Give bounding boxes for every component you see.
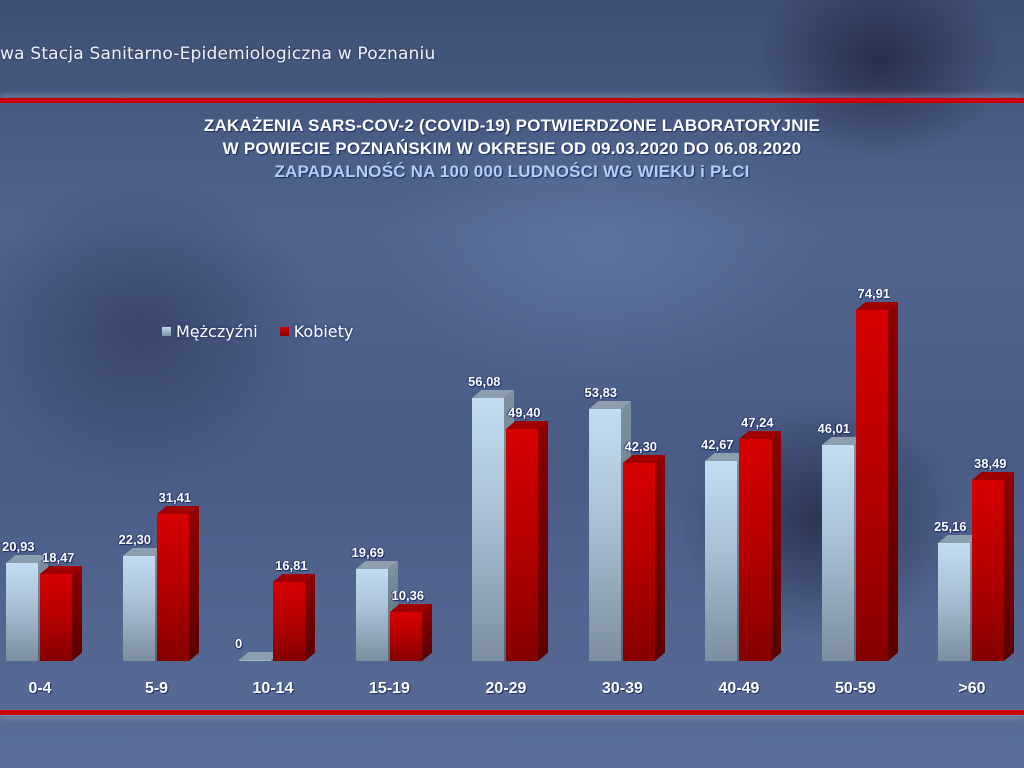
- bar-face: [821, 445, 854, 661]
- chart-title-line1: ZAKAŻENIA SARS-COV-2 (COVID-19) POTWIERD…: [203, 116, 821, 135]
- data-label: 74,91: [857, 285, 891, 301]
- data-label: 49,40: [508, 405, 541, 421]
- header-divider-top: [0, 98, 1024, 103]
- bar-face: [156, 513, 189, 661]
- chart-legend: Mężczyźni Kobiety: [162, 322, 353, 341]
- bar-face: [622, 462, 655, 661]
- bar-face: [273, 582, 305, 661]
- legend-swatch-male-icon: [162, 327, 171, 336]
- bar-female-0-4: [40, 565, 82, 661]
- bar-face: [6, 562, 38, 661]
- bar-female-10-14: [273, 573, 315, 661]
- data-label: 53,83: [584, 384, 618, 400]
- data-label: 42,30: [624, 438, 658, 454]
- bar-side: [771, 431, 781, 661]
- bar-male-50-59: [821, 436, 864, 661]
- bar-male-10-14: [239, 651, 281, 661]
- bar-side: [188, 505, 199, 661]
- legend-label-male: Mężczyźni: [176, 322, 258, 341]
- data-label: 38,49: [974, 456, 1007, 472]
- bar-male-20-29: [472, 389, 514, 661]
- bar-male-over60: [938, 534, 980, 661]
- bar-face: [855, 309, 888, 661]
- bar-face: [972, 480, 1004, 661]
- category-label: 50-59: [835, 680, 876, 697]
- bar-female-15-19: [389, 604, 432, 661]
- bar-face: [472, 397, 504, 661]
- bar-side: [654, 454, 665, 661]
- category-label: 0-4: [28, 680, 52, 697]
- bar-female-5-9: [156, 505, 199, 661]
- bar-face: [122, 556, 155, 661]
- bar-male-5-9: [122, 548, 165, 661]
- category-label: 20-29: [485, 680, 527, 697]
- bar-side: [538, 420, 548, 661]
- bar-face: [588, 408, 621, 661]
- bar-side: [305, 573, 315, 661]
- bar-face: [239, 660, 271, 661]
- bar-face: [389, 612, 422, 661]
- data-label: 56,08: [468, 373, 501, 389]
- bar-male-40-49: [705, 452, 747, 661]
- data-label: 10,36: [391, 588, 425, 604]
- chart-title-line2: W POWIECIE POZNAŃSKIM W OKRESIE OD 09.03…: [222, 139, 802, 158]
- data-label: 46,01: [817, 421, 851, 437]
- chart-subtitle: ZAPADALNOŚĆ NA 100 000 LUDNOŚCI WG WIEKU…: [274, 162, 750, 181]
- category-label: 5-9: [144, 680, 169, 697]
- bar-side: [887, 301, 898, 661]
- data-label: 0: [235, 636, 243, 651]
- bar-side: [72, 565, 82, 661]
- bar-male-0-4: [6, 554, 48, 661]
- bar-face: [705, 460, 737, 661]
- legend-item-female: Kobiety: [279, 322, 354, 341]
- bar-male-30-39: [588, 400, 631, 661]
- category-label: 15-19: [369, 680, 410, 697]
- category-label: 30-39: [602, 680, 643, 697]
- header-organization: wa Stacja Sanitarno-Epidemiologiczna w P…: [0, 44, 436, 64]
- data-label: 20,93: [2, 538, 35, 554]
- data-label: 42,67: [701, 436, 734, 452]
- bar-face: [506, 429, 538, 661]
- data-label: 18,47: [42, 550, 75, 566]
- data-label: 16,81: [275, 558, 308, 574]
- footer-divider-bottom: [0, 710, 1024, 715]
- bar-female-50-59: [855, 301, 898, 661]
- data-label: 25,16: [934, 518, 967, 534]
- category-label: 40-49: [718, 680, 760, 697]
- legend-label-female: Kobiety: [293, 322, 354, 341]
- bar-female-40-49: [739, 431, 781, 661]
- data-label: 22,30: [118, 532, 152, 548]
- data-label: 31,41: [158, 489, 192, 505]
- bar-side: [421, 604, 432, 661]
- bar-female-over60: [972, 472, 1014, 661]
- bar-male-15-19: [355, 560, 398, 661]
- legend-item-male: Mężczyźni: [162, 322, 258, 341]
- data-label: 47,24: [741, 415, 774, 431]
- bar-face: [355, 568, 388, 661]
- category-label: 10-14: [252, 680, 294, 697]
- category-label: >60: [958, 680, 986, 697]
- bar-face: [938, 542, 970, 661]
- data-label: 19,69: [351, 544, 385, 560]
- bar-female-30-39: [622, 454, 665, 661]
- bar-face: [40, 574, 72, 661]
- bar-face: [739, 439, 771, 661]
- bar-side: [1004, 472, 1014, 661]
- legend-swatch-female-icon: [279, 327, 289, 336]
- bar-female-20-29: [506, 420, 548, 661]
